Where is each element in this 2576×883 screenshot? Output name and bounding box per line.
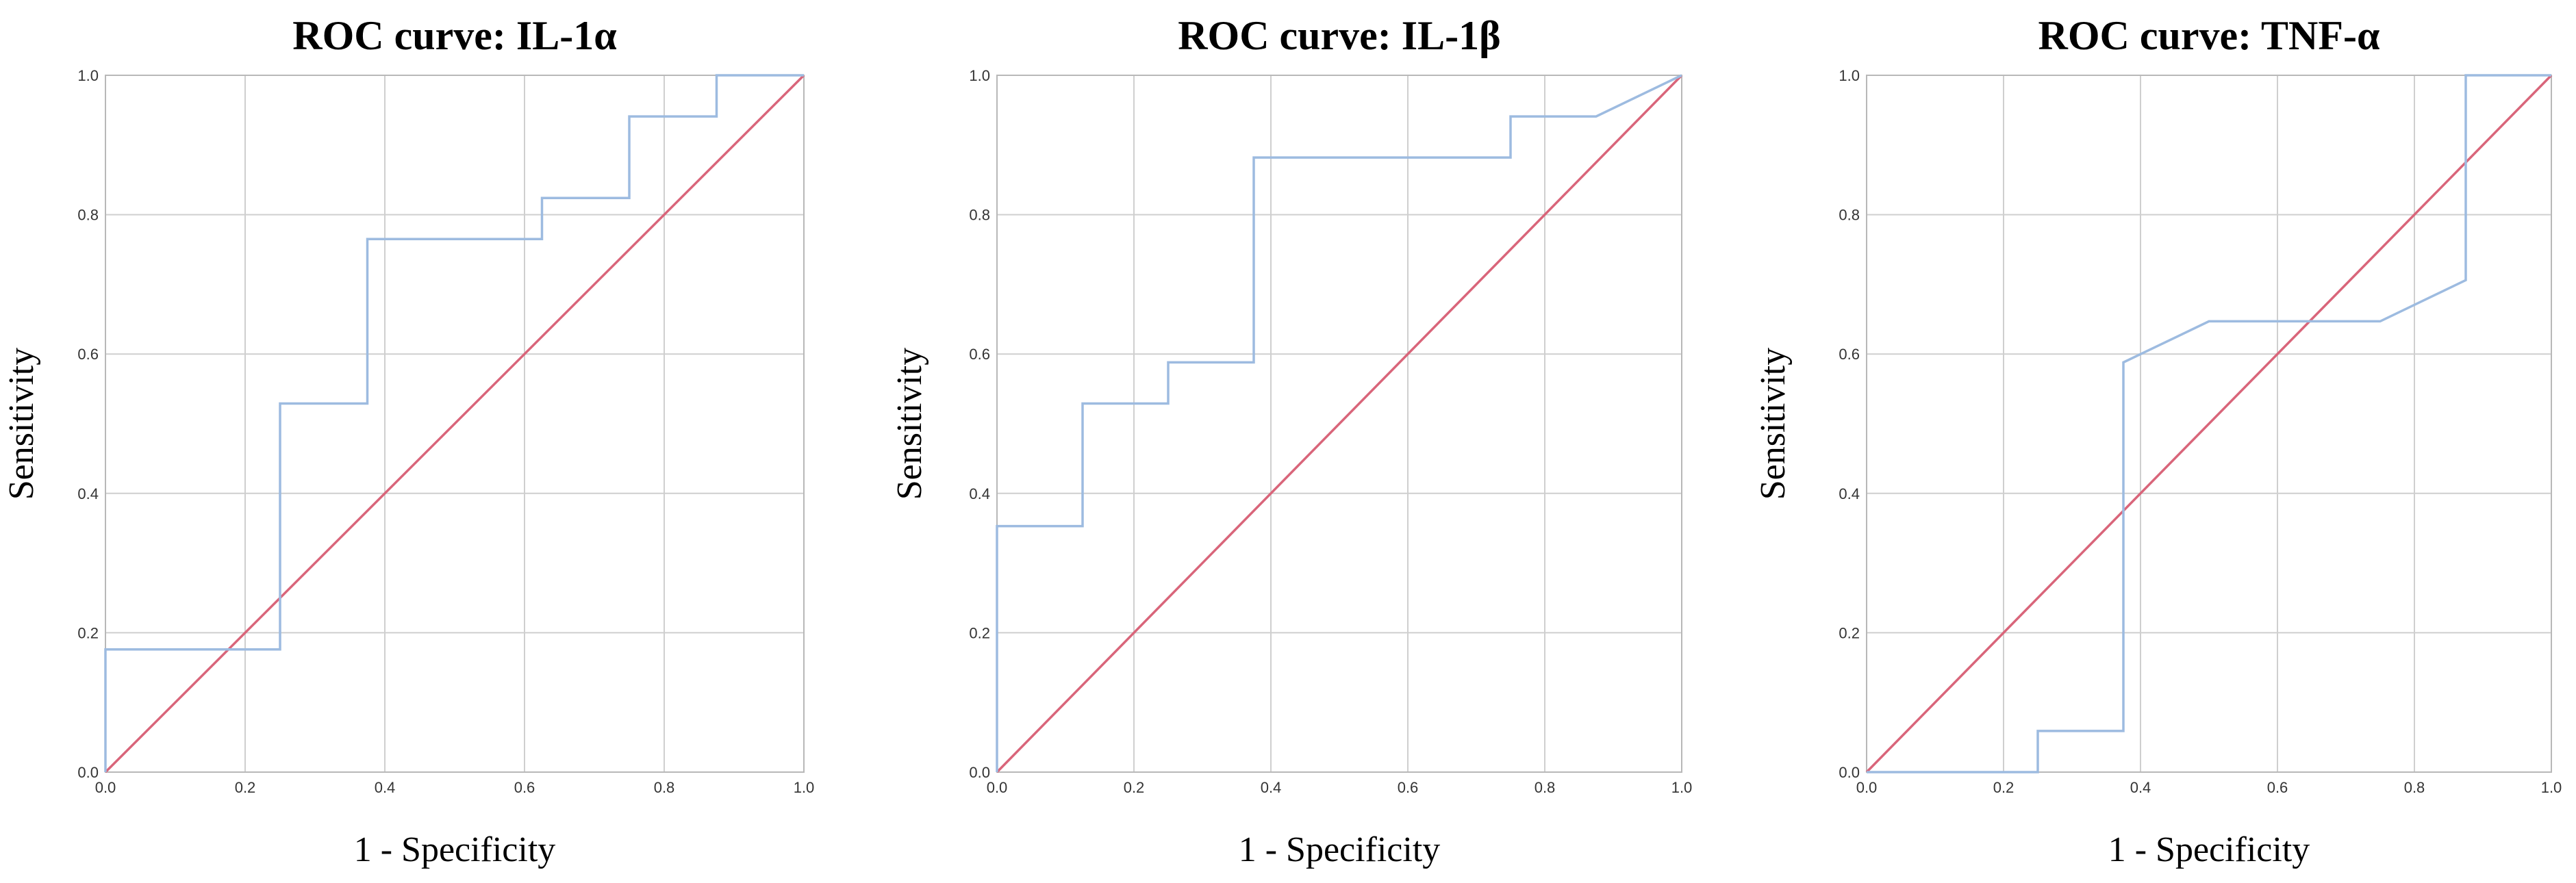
y-tick-label: 0.2 (77, 624, 99, 641)
y-tick-label: 0.6 (77, 346, 99, 363)
chart-title: ROC curve: IL-1α (292, 13, 616, 58)
x-tick-label: 0.2 (235, 779, 256, 796)
x-tick-label: 0.4 (375, 779, 396, 796)
y-tick-label: 0.6 (1839, 346, 1860, 363)
x-tick-label: 0.0 (987, 779, 1008, 796)
x-tick-label: 0.8 (2404, 779, 2425, 796)
x-axis-label: 1 - Specificity (1239, 830, 1441, 869)
y-axis-label: Sensitivity (2, 348, 41, 500)
plot-area: 0.0 0.2 0.4 0.6 0.8 1.0 0.0 0.2 0.4 0.6 0.8 1.0 (1839, 67, 2562, 796)
x-tick-label: 1.0 (2541, 779, 2562, 796)
x-tick-label: 0.8 (654, 779, 675, 796)
roc-panel-il1b: 0.0 0.2 0.4 0.6 0.8 1.0 0.0 0.2 0.4 0.6 0.8 1.0 ROC… (890, 13, 1692, 869)
y-tick-label: 1.0 (969, 67, 990, 84)
plot-frame (996, 75, 1682, 773)
plot-frame (1866, 75, 2552, 773)
x-tick-label: 0.6 (2267, 779, 2288, 796)
x-axis-label: 1 - Specificity (354, 830, 556, 869)
y-tick-label: 0.0 (77, 764, 99, 781)
plot-area: 0.0 0.2 0.4 0.6 0.8 1.0 0.0 0.2 0.4 0.6 0.8 1.0 (969, 67, 1692, 796)
y-tick-label: 0.4 (77, 485, 99, 502)
y-tick-label: 0.6 (969, 346, 990, 363)
x-axis-label: 1 - Specificity (2108, 830, 2310, 869)
y-tick-label: 0.8 (969, 207, 990, 224)
roc-panel-il1a: 0.0 0.2 0.4 0.6 0.8 1.0 0.0 0.2 0.4 0.6 0.8 1.0 ROC… (2, 13, 814, 869)
y-tick-label: 0.2 (1839, 624, 1860, 641)
y-tick-label: 0.0 (969, 764, 990, 781)
x-tick-label: 0.0 (1856, 779, 1878, 796)
x-tick-label: 0.2 (1124, 779, 1145, 796)
plot-frame (105, 75, 805, 773)
x-tick-label: 0.6 (514, 779, 535, 796)
x-tick-label: 1.0 (1671, 779, 1693, 796)
chart-title: ROC curve: TNF-α (2038, 13, 2380, 58)
x-tick-label: 0.4 (2130, 779, 2151, 796)
roc-panel-tnfa: 0.0 0.2 0.4 0.6 0.8 1.0 0.0 0.2 0.4 0.6 0.8 1.0 ROC… (1754, 13, 2562, 869)
y-tick-label: 0.4 (969, 485, 990, 502)
y-tick-label: 0.0 (1839, 764, 1860, 781)
x-tick-label: 0.6 (1398, 779, 1419, 796)
reference-line (1865, 74, 2553, 773)
x-tick-label: 0.8 (1535, 779, 1556, 796)
x-tick-label: 0.4 (1261, 779, 1282, 796)
y-tick-label: 0.8 (77, 207, 99, 224)
reference-line (996, 74, 1683, 773)
reference-line (104, 74, 805, 773)
y-tick-label: 0.2 (969, 624, 990, 641)
y-tick-label: 1.0 (1839, 67, 1860, 84)
y-tick-label: 0.8 (1839, 207, 1860, 224)
y-axis-label: Sensitivity (890, 348, 929, 500)
y-tick-label: 0.4 (1839, 485, 1860, 502)
plot-area: 0.0 0.2 0.4 0.6 0.8 1.0 0.0 0.2 0.4 0.6 0.8 1.0 (77, 67, 814, 796)
roc-curve-line (104, 74, 804, 772)
x-tick-label: 0.0 (95, 779, 116, 796)
y-tick-label: 1.0 (77, 67, 99, 84)
roc-curve-line (996, 74, 1682, 772)
roc-curve-line (1867, 74, 2551, 773)
y-axis-label: Sensitivity (1754, 348, 1793, 500)
x-tick-label: 1.0 (794, 779, 815, 796)
x-tick-label: 0.2 (1993, 779, 2015, 796)
chart-title: ROC curve: IL-1β (1178, 13, 1501, 58)
